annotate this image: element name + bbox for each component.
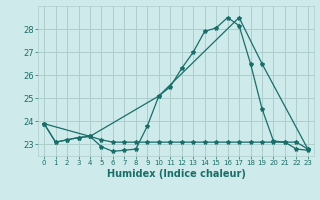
X-axis label: Humidex (Indice chaleur): Humidex (Indice chaleur) xyxy=(107,169,245,179)
